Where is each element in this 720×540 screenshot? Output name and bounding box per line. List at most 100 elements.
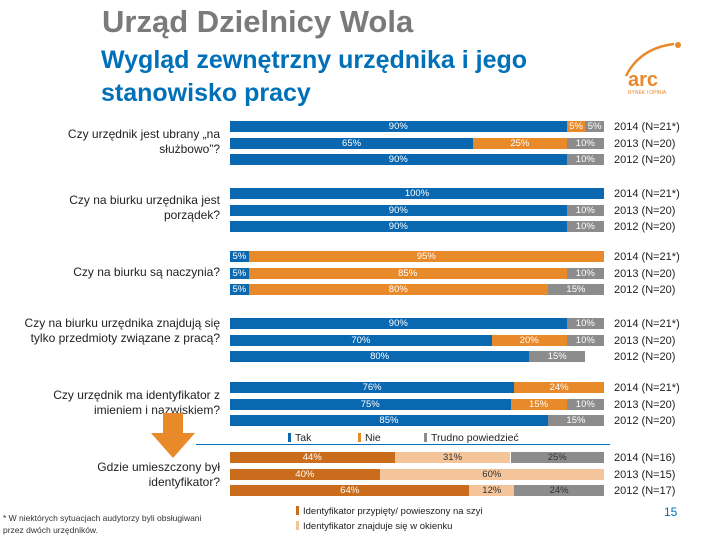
bar-segment	[230, 415, 548, 426]
bar-segment	[514, 382, 604, 393]
bar-segment	[510, 398, 567, 410]
data-label: 76%	[362, 382, 382, 393]
legend-trudno: Trudno powiedzieć	[424, 432, 519, 444]
data-label: 24%	[549, 382, 569, 393]
page-subtitle: Wygląd zewnętrzny urzędnika i jego stano…	[101, 46, 528, 107]
legend-trudno-swatch	[424, 433, 427, 442]
data-label: 10%	[575, 137, 595, 149]
data-label: 12%	[482, 485, 502, 496]
data-label: 10%	[575, 318, 595, 329]
bar-segment	[230, 318, 567, 329]
data-label: 25%	[510, 137, 530, 149]
bar-segment	[248, 284, 548, 295]
bar-segment	[230, 382, 515, 393]
bar-segment	[248, 251, 604, 262]
bar-segment	[566, 204, 604, 216]
bar-segment	[585, 121, 604, 132]
question-label: Czy na biurku urzędnika jest porządek?	[69, 193, 220, 222]
year-label: 2014 (N=21*)	[614, 382, 680, 394]
data-label: 15%	[529, 398, 549, 410]
legend-neck-swatch	[296, 506, 299, 515]
data-label: 10%	[575, 154, 595, 165]
legend-location-window: Identyfikator znajduje się w okienku	[296, 521, 452, 532]
year-labels: 2014 (N=21*) 2013 (N=20) 2012 (N=20)	[614, 249, 718, 299]
year-label: 2012 (N=20)	[614, 284, 676, 296]
legend-tak-swatch	[288, 433, 291, 442]
year-labels: 2014 (N=21*) 2013 (N=20) 2012 (N=20)	[614, 316, 718, 366]
data-label: 15%	[566, 284, 586, 295]
data-label: 90%	[388, 121, 408, 132]
bar-segment	[473, 137, 567, 149]
bar-segment	[566, 267, 604, 279]
year-labels: 2014 (N=21*) 2013 (N=20) 2012 (N=20)	[614, 119, 718, 169]
year-label: 2013 (N=20)	[614, 267, 676, 280]
bar-segment	[566, 154, 604, 165]
data-label: 80%	[370, 351, 390, 362]
data-label: 85%	[398, 267, 418, 279]
data-label: 10%	[575, 334, 595, 346]
question-label: Czy urzędnik jest ubrany „na służbowo”?	[67, 127, 220, 156]
bar-segment	[566, 318, 604, 329]
legend-window-swatch	[296, 521, 299, 530]
year-label: 2013 (N=20)	[614, 204, 676, 217]
bar-segment	[230, 221, 567, 232]
page-number: 15	[664, 505, 678, 519]
data-label: 31%	[443, 452, 463, 463]
data-label: 90%	[388, 154, 408, 165]
data-label: 25%	[547, 452, 567, 463]
year-label: 2012 (N=20)	[614, 351, 676, 363]
bar-segment	[394, 452, 511, 463]
bar-segment	[230, 334, 492, 346]
year-label: 2014 (N=16)	[614, 452, 676, 464]
data-label: 10%	[575, 221, 595, 232]
data-label: 60%	[482, 468, 502, 480]
legend-nie-swatch	[358, 433, 361, 442]
legend-nie: Nie	[358, 432, 381, 444]
data-label: 80%	[388, 284, 408, 295]
bar-segment	[230, 468, 380, 480]
bar-segment	[230, 121, 567, 132]
bar-segment	[529, 351, 586, 362]
bar-segment	[514, 485, 604, 496]
bar-segment	[469, 485, 515, 496]
logo-text: arc	[628, 69, 658, 91]
legend-tak-label: Tak	[295, 432, 312, 444]
bar-segment	[566, 137, 604, 149]
data-label: 10%	[575, 398, 595, 410]
bar-segment	[230, 452, 395, 463]
bar-segment	[547, 284, 604, 295]
down-arrow-icon	[151, 413, 195, 458]
data-label: 5%	[232, 267, 247, 279]
data-label: 44%	[302, 452, 322, 463]
bar-segment	[230, 351, 530, 362]
bar-segment	[230, 188, 604, 199]
data-label: 65%	[342, 137, 362, 149]
bar-segment	[491, 334, 567, 346]
question-label: Gdzie umieszczony był identyfikator?	[97, 460, 220, 489]
data-label: 5%	[587, 121, 602, 132]
bar-segment	[230, 267, 249, 279]
bar-segment	[510, 452, 604, 463]
arc-logo: arc RYNEK I OPINIA	[624, 42, 681, 96]
data-label: 5%	[232, 251, 247, 262]
data-label: 90%	[388, 204, 408, 216]
year-label: 2012 (N=20)	[614, 221, 676, 233]
bar-segment	[547, 415, 604, 426]
data-label: 90%	[388, 221, 408, 232]
data-label: 75%	[360, 398, 380, 410]
data-label: 15%	[547, 351, 567, 362]
year-label: 2012 (N=20)	[614, 154, 676, 166]
page-title: Urząd Dzielnicy Wola	[102, 4, 414, 39]
bar-segment	[230, 284, 249, 295]
data-label: 85%	[379, 415, 399, 426]
legend-window-label: Identyfikator znajduje się w okienku	[303, 521, 453, 532]
bar-segment	[566, 334, 604, 346]
year-labels: 2014 (N=16) 2013 (N=15) 2012 (N=17)	[614, 450, 718, 500]
year-label: 2014 (N=21*)	[614, 121, 680, 133]
data-label: 100%	[404, 188, 430, 199]
question-label: Czy na biurku urzędnika znajdują się tyl…	[24, 316, 220, 345]
question-label: Czy urzędnik ma identyfikator z imieniem…	[53, 388, 220, 417]
data-label: 10%	[575, 267, 595, 279]
legend-tak: Tak	[288, 432, 311, 444]
bar-segment	[230, 251, 249, 262]
